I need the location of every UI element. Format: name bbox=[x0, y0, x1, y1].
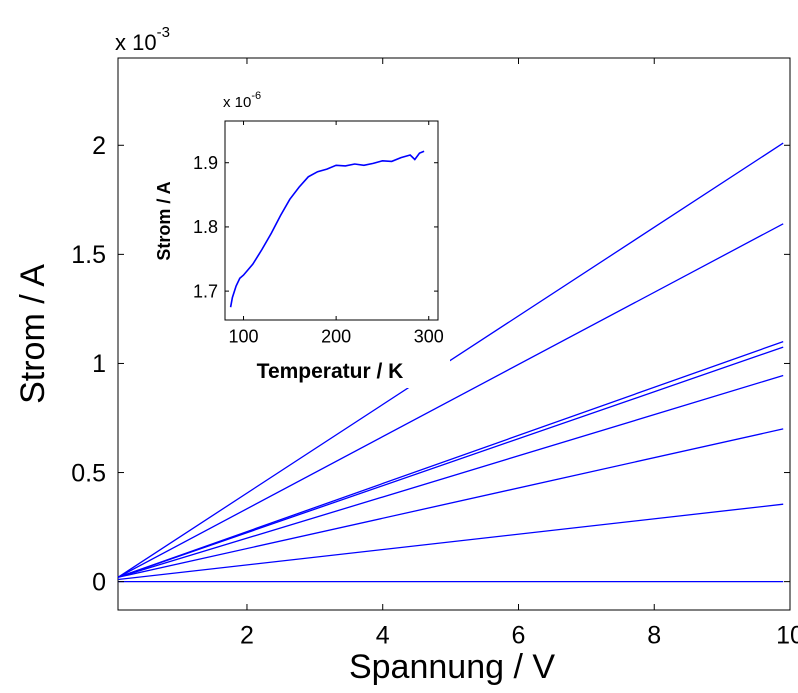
main-x-axis-label: Spannung / V bbox=[349, 648, 555, 686]
y-tick-label: 0.5 bbox=[71, 459, 106, 487]
y-tick-label: 1.9 bbox=[193, 153, 218, 173]
inset-y-exponent-power: -6 bbox=[251, 90, 261, 102]
y-tick-label: 1.7 bbox=[193, 281, 218, 301]
x-tick-label: 10 bbox=[776, 621, 798, 649]
inset-y-ticks: 1.7 1.8 1.9 bbox=[193, 153, 438, 301]
main-x-ticks: 2 4 6 8 10 bbox=[240, 58, 798, 649]
y-tick-label: 1 bbox=[92, 350, 106, 378]
inset-y-axis-label: Strom / A bbox=[154, 181, 174, 260]
inset-series-group bbox=[229, 150, 425, 308]
x-tick-label: 200 bbox=[321, 326, 351, 346]
series-line-4 bbox=[117, 346, 784, 578]
x-tick-label: 300 bbox=[414, 326, 444, 346]
x-tick-label: 2 bbox=[240, 621, 254, 649]
main-series-group bbox=[117, 142, 784, 583]
inset-series-line bbox=[229, 150, 425, 308]
x-tick-label: 8 bbox=[647, 621, 661, 649]
x-tick-label: 4 bbox=[376, 621, 390, 649]
inset-axes: 1.7 1.8 1.9 100 200 300 x 10-6 Temperatur / … bbox=[150, 88, 450, 388]
inset-plot-frame bbox=[224, 120, 439, 321]
y-tick-label: 1.8 bbox=[193, 217, 218, 237]
main-y-exponent-power: -3 bbox=[157, 24, 170, 41]
main-y-ticks: 0 0.5 1 1.5 2 bbox=[71, 132, 790, 596]
x-tick-label: 6 bbox=[512, 621, 526, 649]
series-line-2 bbox=[117, 223, 784, 578]
inset-x-axis-label: Temperatur / K bbox=[257, 360, 404, 383]
main-y-exponent-prefix: x 10 bbox=[115, 30, 157, 55]
y-tick-label: 2 bbox=[92, 132, 106, 160]
inset-y-exponent-prefix: x 10 bbox=[223, 94, 251, 111]
series-line-3 bbox=[117, 340, 784, 578]
series-line-1 bbox=[117, 142, 784, 578]
series-line-6 bbox=[117, 428, 784, 578]
series-line-7 bbox=[117, 503, 784, 581]
inset-y-exponent-base: x 10-6 bbox=[223, 90, 261, 111]
series-line-5 bbox=[117, 374, 784, 578]
inset-x-ticks: 100 200 300 bbox=[228, 121, 444, 346]
y-tick-label: 0 bbox=[92, 568, 106, 596]
main-y-axis-label: Strom / A bbox=[14, 264, 52, 404]
main-y-exponent-base: x 10-3 bbox=[115, 24, 170, 55]
y-tick-label: 1.5 bbox=[71, 241, 106, 269]
x-tick-label: 100 bbox=[228, 326, 258, 346]
